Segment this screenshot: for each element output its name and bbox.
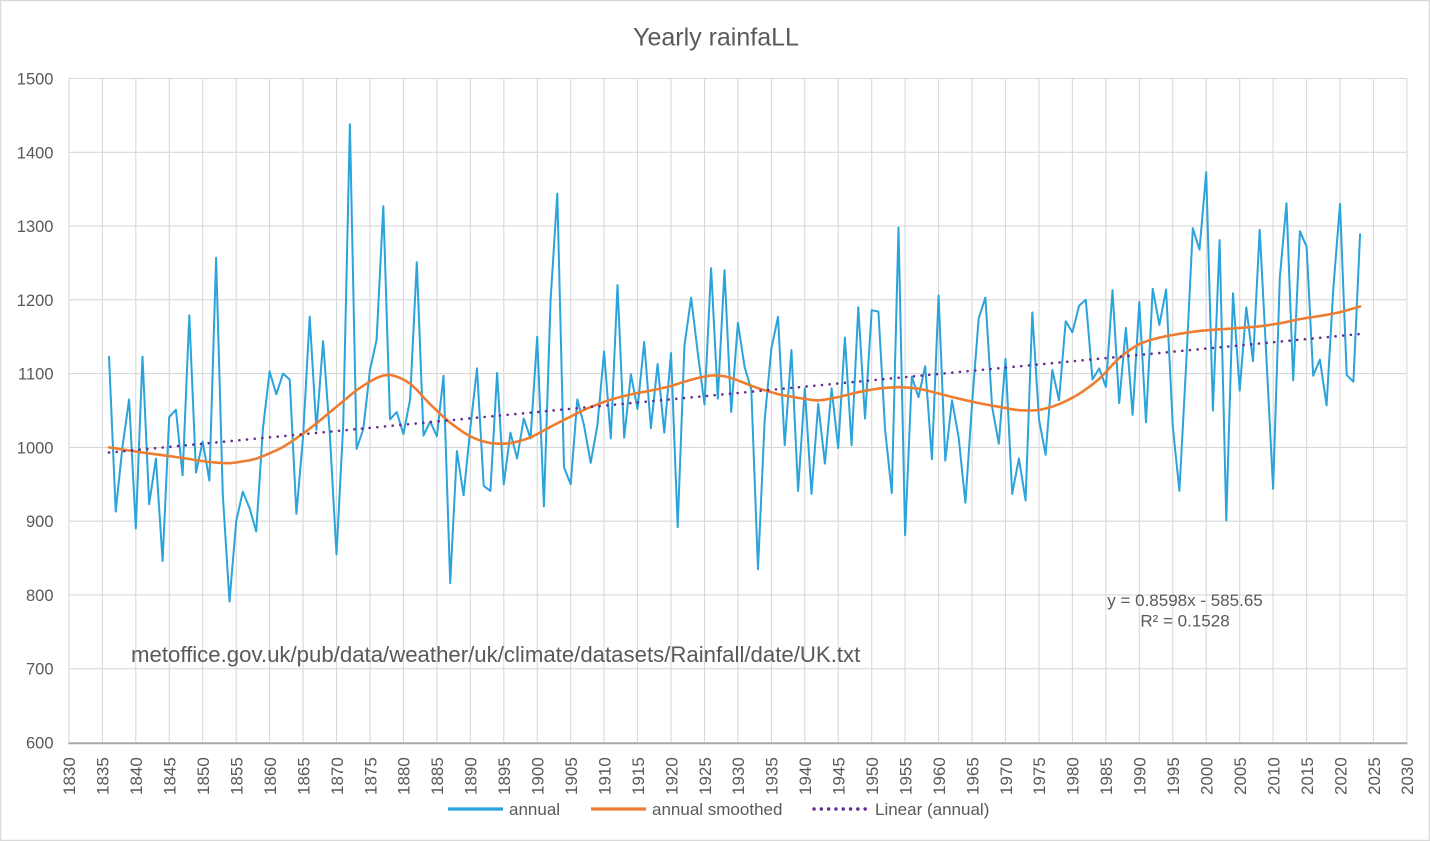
- svg-text:1500: 1500: [17, 71, 54, 89]
- svg-text:1910: 1910: [595, 757, 614, 795]
- svg-text:1200: 1200: [17, 292, 54, 310]
- svg-text:1100: 1100: [18, 366, 53, 384]
- svg-text:1995: 1995: [1164, 757, 1183, 795]
- svg-text:800: 800: [26, 587, 54, 605]
- svg-text:1000: 1000: [17, 439, 54, 457]
- svg-text:1930: 1930: [729, 757, 748, 795]
- svg-text:1960: 1960: [930, 757, 949, 795]
- svg-text:1985: 1985: [1097, 757, 1116, 795]
- svg-text:1990: 1990: [1131, 757, 1150, 795]
- svg-text:1940: 1940: [796, 757, 815, 795]
- svg-text:2030: 2030: [1398, 757, 1417, 795]
- svg-text:1975: 1975: [1030, 757, 1049, 795]
- svg-text:1905: 1905: [562, 757, 581, 795]
- svg-text:1855: 1855: [228, 757, 247, 795]
- svg-text:1300: 1300: [17, 218, 54, 236]
- svg-text:1875: 1875: [361, 757, 380, 795]
- svg-text:1965: 1965: [963, 757, 982, 795]
- svg-text:1900: 1900: [529, 757, 548, 795]
- svg-text:1890: 1890: [462, 757, 481, 795]
- svg-text:1840: 1840: [127, 757, 146, 795]
- svg-text:900: 900: [26, 513, 54, 531]
- svg-text:1895: 1895: [495, 757, 514, 795]
- svg-text:1980: 1980: [1064, 757, 1083, 795]
- svg-text:Linear (annual): Linear (annual): [875, 800, 989, 819]
- svg-text:metoffice.gov.uk/pub/data/weat: metoffice.gov.uk/pub/data/weather/uk/cli…: [131, 642, 860, 667]
- svg-text:700: 700: [26, 661, 54, 679]
- svg-text:1865: 1865: [294, 757, 313, 795]
- svg-text:1835: 1835: [94, 757, 113, 795]
- svg-text:2015: 2015: [1298, 757, 1317, 795]
- svg-text:1860: 1860: [261, 757, 280, 795]
- svg-text:annual smoothed: annual smoothed: [652, 800, 782, 819]
- svg-text:1950: 1950: [863, 757, 882, 795]
- svg-text:1880: 1880: [395, 757, 414, 795]
- svg-text:1885: 1885: [428, 757, 447, 795]
- svg-text:Yearly rainfaLL: Yearly rainfaLL: [633, 24, 799, 52]
- svg-text:annual: annual: [509, 800, 560, 819]
- svg-text:1935: 1935: [763, 757, 782, 795]
- svg-text:1845: 1845: [161, 757, 180, 795]
- svg-text:1925: 1925: [696, 757, 715, 795]
- svg-text:2000: 2000: [1198, 757, 1217, 795]
- svg-text:1830: 1830: [60, 757, 79, 795]
- svg-text:600: 600: [26, 735, 54, 753]
- svg-text:1870: 1870: [328, 757, 347, 795]
- svg-text:1970: 1970: [997, 757, 1016, 795]
- svg-text:y = 0.8598x - 585.65: y = 0.8598x - 585.65: [1107, 591, 1262, 610]
- svg-text:1955: 1955: [896, 757, 915, 795]
- svg-text:2025: 2025: [1365, 757, 1384, 795]
- svg-text:1915: 1915: [629, 757, 648, 795]
- svg-text:R² = 0.1528: R² = 0.1528: [1140, 612, 1229, 631]
- svg-text:2005: 2005: [1231, 757, 1250, 795]
- svg-text:2010: 2010: [1264, 757, 1283, 795]
- svg-text:1945: 1945: [830, 757, 849, 795]
- svg-text:2020: 2020: [1331, 757, 1350, 795]
- svg-text:1920: 1920: [662, 757, 681, 795]
- svg-text:1400: 1400: [17, 144, 54, 162]
- svg-text:1850: 1850: [194, 757, 213, 795]
